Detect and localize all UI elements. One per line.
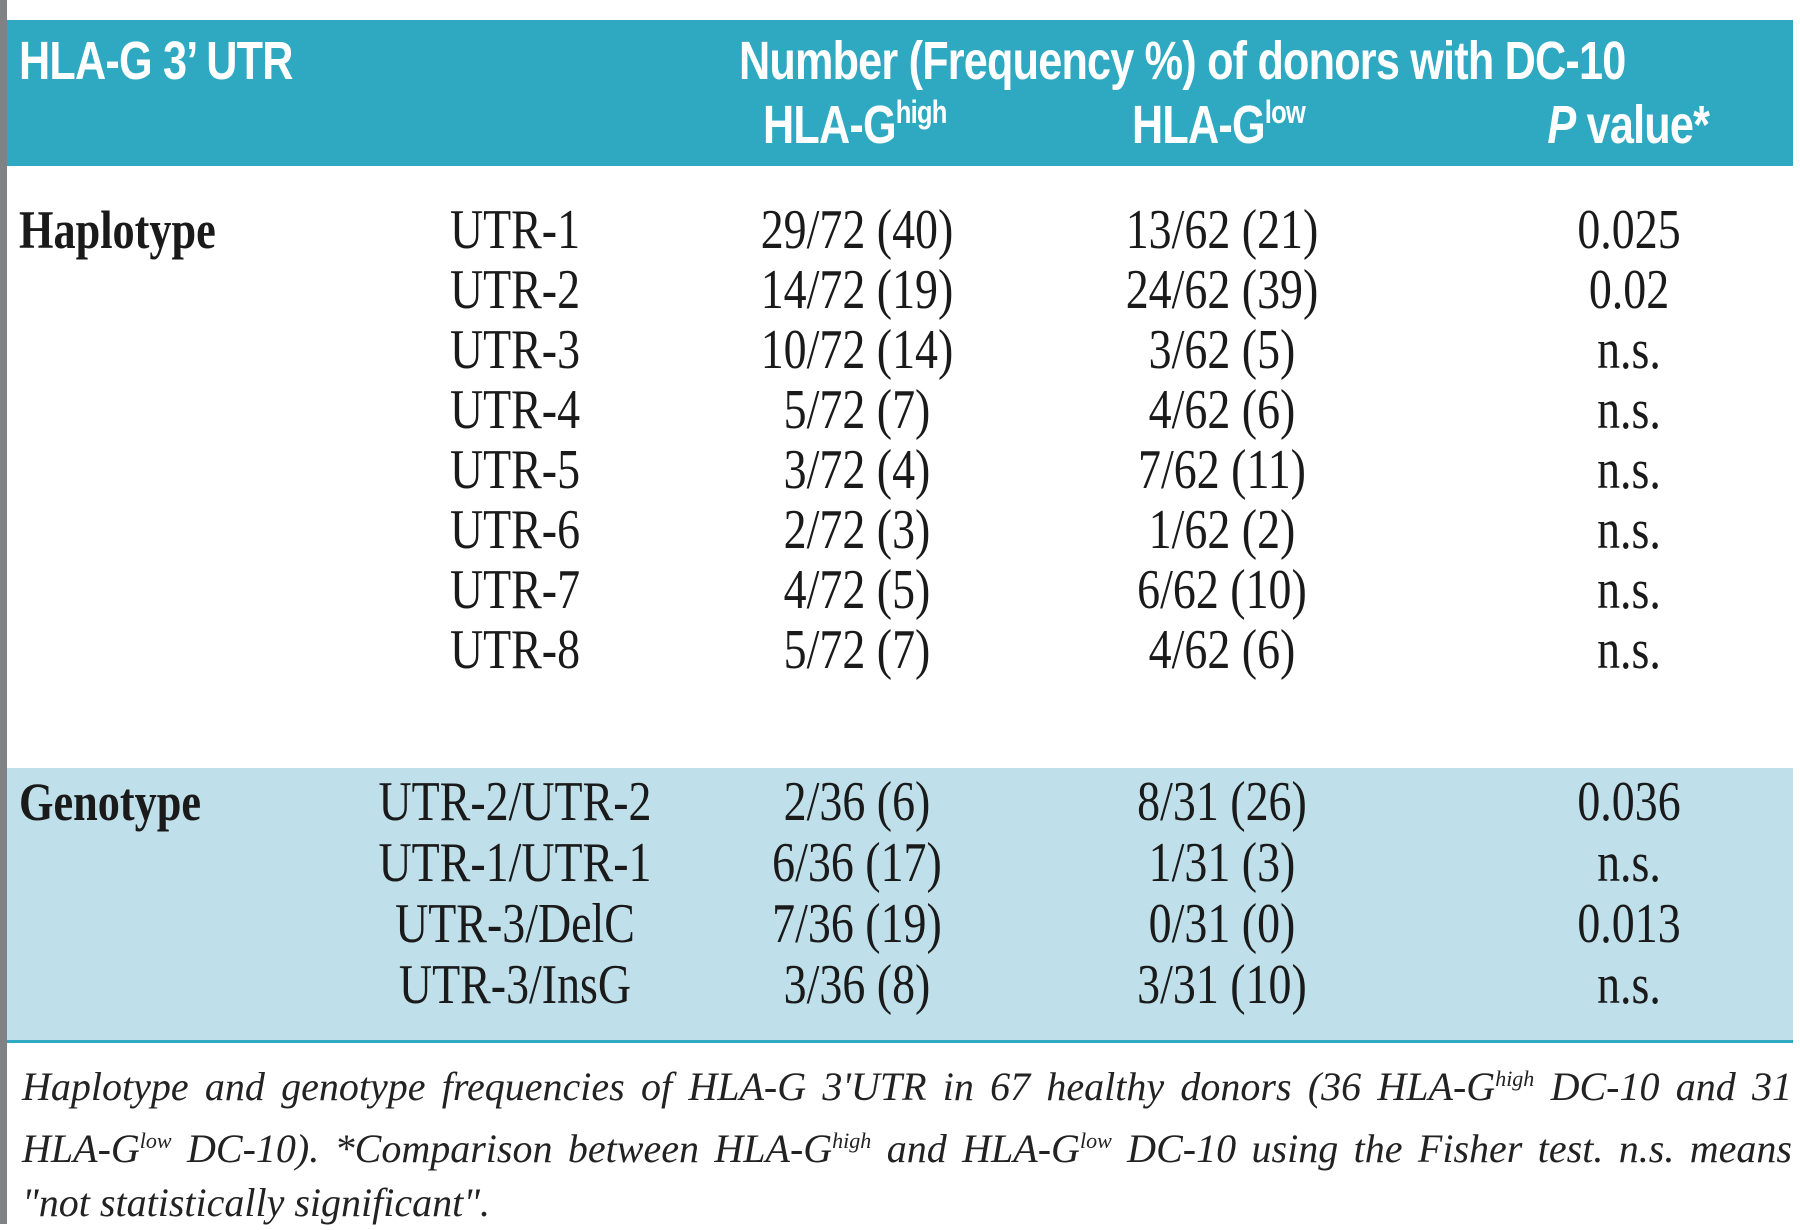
haplotype-cell-utr: UTR-2 [449,259,581,321]
haplotype-cell-p: n.s. [1597,619,1661,681]
genotype-cell-high: 2/36 (6) [783,771,931,833]
haplotype-cell-low: 3/62 (5) [1148,319,1296,381]
header-spanning-title: Number (Frequency %) of donors with DC-1… [739,31,1626,91]
header-p-rest: value* [1575,95,1710,155]
haplotype-cell-utr: UTR-3 [449,319,581,381]
caption-sup4: low [1079,1128,1112,1153]
header-first-column: HLA-G 3’ UTR [19,31,293,91]
caption-sup1: high [1495,1066,1535,1091]
header-p-italic: P [1547,95,1576,155]
genotype-row: UTR-3/DelC 7/36 (19) 0/31 (0) 0.013 [7,890,1793,958]
caption-part5: DC-10 using the Fisher test. n.s. means … [22,1126,1792,1225]
haplotype-row: UTR-4 5/72 (7) 4/62 (6) n.s. [7,376,1793,444]
haplotype-cell-p: n.s. [1597,379,1661,441]
genotype-cell-low: 1/31 (3) [1148,832,1296,894]
caption-part2: DC-10 and 31 HLA-G [22,1064,1793,1171]
genotype-cell-low: 3/31 (10) [1137,954,1307,1016]
header-p-value: P value* [1547,94,1710,156]
caption-part4: and HLA-G [871,1126,1080,1171]
caption-part3: DC-10). *Comparison between HLA-G [171,1126,833,1171]
haplotype-cell-high: 2/72 (3) [783,499,931,561]
genotype-row: UTR-1/UTR-1 6/36 (17) 1/31 (3) n.s. [7,829,1793,897]
haplotype-row: UTR-2 14/72 (19) 24/62 (39) 0.02 [7,256,1793,324]
haplotype-cell-high: 5/72 (7) [783,379,931,441]
haplotype-cell-low: 6/62 (10) [1137,559,1307,621]
genotype-cell-high: 3/36 (8) [783,954,931,1016]
haplotype-cell-low: 13/62 (21) [1125,199,1319,261]
haplotype-row: UTR-6 2/72 (3) 1/62 (2) n.s. [7,496,1793,564]
haplotype-cell-utr: UTR-8 [449,619,581,681]
caption-sup2: low [139,1128,172,1153]
genotype-cell-low: 8/31 (26) [1137,771,1307,833]
haplotype-cell-utr: UTR-5 [449,439,581,501]
header-high-sup: high [895,94,948,130]
header-low-sup: low [1264,94,1306,130]
table-header: HLA-G 3’ UTR Number (Frequency %) of don… [7,20,1793,166]
haplotype-row: UTR-5 3/72 (4) 7/62 (11) n.s. [7,436,1793,504]
haplotype-cell-high: 10/72 (14) [760,319,954,381]
haplotype-cell-utr: UTR-6 [449,499,581,561]
haplotype-cell-p: n.s. [1597,559,1661,621]
haplotype-cell-utr: UTR-1 [449,199,581,261]
table-caption: Haplotype and genotype frequencies of HL… [22,1052,1792,1230]
haplotype-cell-high: 14/72 (19) [760,259,954,321]
genotype-row: Genotype UTR-2/UTR-2 2/36 (6) 8/31 (26) 0.03… [7,768,1793,836]
genotype-cell-p: 0.013 [1577,893,1681,955]
haplotype-cell-low: 7/62 (11) [1138,439,1306,501]
haplotype-cell-p: n.s. [1597,319,1661,381]
genotype-cell-high: 6/36 (17) [772,832,942,894]
genotype-cell-utr: UTR-2/UTR-2 [378,771,652,833]
haplotype-row: UTR-7 4/72 (5) 6/62 (10) n.s. [7,556,1793,624]
genotype-cell-low: 0/31 (0) [1148,893,1296,955]
haplotype-row: UTR-8 5/72 (7) 4/62 (6) n.s. [7,616,1793,684]
haplotype-cell-low: 4/62 (6) [1148,619,1296,681]
haplotype-group-label: Haplotype [19,200,216,260]
haplotype-section [7,166,1793,768]
haplotype-cell-high: 29/72 (40) [760,199,954,261]
haplotype-cell-low: 4/62 (6) [1148,379,1296,441]
genotype-bottom-rule [7,1040,1793,1043]
header-low-base: HLA-G [1132,95,1266,155]
haplotype-cell-p: 0.025 [1577,199,1681,261]
header-high-base: HLA-G [763,95,897,155]
haplotype-cell-high: 4/72 (5) [783,559,931,621]
genotype-section [7,768,1793,1040]
haplotype-row: Haplotype UTR-1 29/72 (40) 13/62 (21) 0.025 [7,196,1793,264]
haplotype-cell-p: n.s. [1597,499,1661,561]
genotype-row: UTR-3/InsG 3/36 (8) 3/31 (10) n.s. [7,951,1793,1019]
caption-part1: Haplotype and genotype frequencies of HL… [22,1064,1496,1109]
genotype-cell-p: n.s. [1597,954,1661,1016]
haplotype-cell-utr: UTR-4 [449,379,581,441]
haplotype-cell-high: 5/72 (7) [783,619,931,681]
genotype-cell-utr: UTR-3/InsG [398,954,632,1016]
haplotype-cell-p: n.s. [1597,439,1661,501]
haplotype-cell-p: 0.02 [1588,259,1670,321]
haplotype-cell-utr: UTR-7 [449,559,581,621]
haplotype-cell-low: 24/62 (39) [1125,259,1319,321]
genotype-cell-high: 7/36 (19) [772,893,942,955]
genotype-group-label: Genotype [19,772,202,832]
header-hla-g-high: HLA-Ghigh [763,94,947,156]
genotype-cell-utr: UTR-3/DelC [395,893,635,955]
header-hla-g-low: HLA-Glow [1132,94,1306,156]
left-margin-rule [0,0,7,1224]
caption-sup3: high [832,1128,872,1153]
haplotype-row: UTR-3 10/72 (14) 3/62 (5) n.s. [7,316,1793,384]
genotype-cell-p: n.s. [1597,832,1661,894]
haplotype-cell-high: 3/72 (4) [783,439,931,501]
genotype-cell-utr: UTR-1/UTR-1 [378,832,652,894]
haplotype-cell-low: 1/62 (2) [1148,499,1296,561]
genotype-cell-p: 0.036 [1577,771,1681,833]
